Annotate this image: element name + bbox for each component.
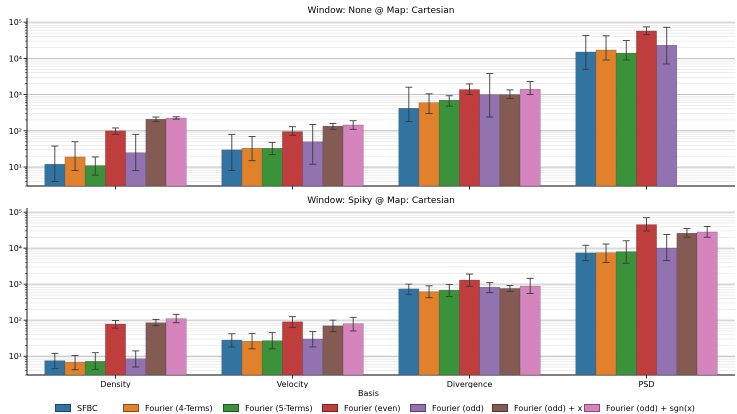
y-tick-label: 10²: [9, 127, 22, 136]
x-tick-label: Density: [100, 380, 131, 388]
legend-item-fourier-odd-x: Fourier (odd) + x: [492, 402, 582, 414]
bar: [165, 117, 187, 187]
bar: [105, 130, 126, 187]
legend-item-fourier-4-terms: Fourier (4-Terms): [123, 402, 213, 414]
x-tick-label: Velocity: [277, 380, 309, 388]
panel-title: Window: None @ Map: Cartesian: [308, 6, 455, 16]
bar: [595, 49, 617, 187]
panel-title: Window: Spiky @ Map: Cartesian: [307, 196, 455, 206]
bar: [322, 325, 344, 376]
bar: [499, 288, 521, 376]
y-tick-label: 10²: [9, 316, 22, 325]
legend-item-fourier-5-terms: Fourier (5-Terms): [223, 402, 313, 414]
legend-label: Fourier (4-Terms): [145, 403, 213, 413]
bar: [145, 322, 167, 376]
legend-swatch: [223, 404, 239, 412]
bar: [322, 125, 344, 187]
legend-item-sfbc: SFBC: [55, 402, 98, 414]
bar: [418, 102, 440, 187]
bar: [165, 318, 187, 376]
y-tick-label: 10⁴: [9, 54, 22, 63]
y-tick-label: 10⁵: [9, 18, 22, 27]
legend-label: Fourier (odd) + sgn(x): [606, 403, 695, 413]
bar: [105, 323, 126, 376]
chart-canvas: 10¹ 10² 10³ 10⁴ 10⁵ Window: None @ Map: Carte…: [9, 6, 735, 388]
bar: [696, 231, 718, 376]
bar: [145, 118, 167, 187]
bar: [519, 285, 541, 376]
y-tick-label: 10¹: [9, 352, 22, 361]
legend-item-fourier-odd-sgn: Fourier (odd) + sgn(x): [584, 402, 695, 414]
bar: [636, 224, 657, 376]
legend-title: Basis: [358, 389, 379, 398]
x-tick-label: Divergence: [447, 380, 493, 388]
legend-label: Fourier (even): [344, 403, 401, 413]
y-tick-label: 10¹: [9, 163, 22, 172]
legend-swatch: [410, 404, 426, 412]
legend-swatch: [55, 404, 71, 412]
legend-swatch: [123, 404, 139, 412]
legend-label: Fourier (odd): [432, 403, 484, 413]
bar: [519, 89, 541, 187]
y-tick-label: 10³: [9, 91, 22, 100]
y-tick-label: 10⁵: [9, 208, 22, 217]
bar: [459, 89, 480, 187]
bar: [615, 52, 637, 187]
bar: [676, 232, 698, 376]
legend: SFBC Fourier (4-Terms) Fourier (5-Terms)…: [0, 402, 737, 414]
bar: [595, 252, 617, 376]
bar: [575, 252, 597, 376]
bar: [479, 286, 501, 376]
bar: [499, 94, 521, 187]
bar: [575, 51, 597, 187]
y-tick-label: 10⁴: [9, 244, 22, 253]
legend-item-fourier-even: Fourier (even): [322, 402, 400, 414]
legend-swatch: [584, 404, 600, 412]
y-tick-label: 10³: [9, 280, 22, 289]
legend-item-fourier-odd: Fourier (odd): [410, 402, 484, 414]
legend-swatch: [492, 404, 508, 412]
bar: [636, 30, 657, 187]
legend-label: Fourier (5-Terms): [245, 403, 313, 413]
bar: [282, 321, 303, 376]
bar: [615, 251, 637, 376]
legend-label: SFBC: [77, 403, 98, 413]
bar: [656, 45, 678, 187]
bar: [398, 288, 420, 376]
bar: [342, 124, 364, 187]
bar: [418, 291, 440, 376]
x-tick-label: PSD: [638, 380, 654, 388]
bar: [438, 289, 460, 376]
bar: [282, 131, 303, 187]
legend-label: Fourier (odd) + x: [514, 403, 583, 413]
legend-swatch: [322, 404, 338, 412]
bar: [438, 99, 460, 187]
bar: [656, 247, 678, 376]
bar: [459, 279, 480, 376]
